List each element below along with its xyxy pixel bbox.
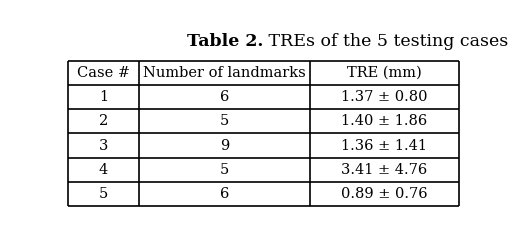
Text: 1: 1 [99, 90, 108, 104]
Text: 5: 5 [99, 187, 108, 201]
Text: 3.41 ± 4.76: 3.41 ± 4.76 [341, 163, 428, 177]
Text: TREs of the 5 testing cases: TREs of the 5 testing cases [264, 33, 509, 51]
Text: 4: 4 [99, 163, 108, 177]
Text: 1.40 ± 1.86: 1.40 ± 1.86 [341, 114, 428, 128]
Text: 1.36 ± 1.41: 1.36 ± 1.41 [341, 139, 428, 153]
Text: 2: 2 [99, 114, 108, 128]
Text: 9: 9 [220, 139, 229, 153]
Text: Case #: Case # [77, 66, 130, 80]
Text: 1.37 ± 0.80: 1.37 ± 0.80 [341, 90, 428, 104]
Text: Table 2.: Table 2. [187, 33, 264, 51]
Text: 6: 6 [219, 187, 229, 201]
Text: 3: 3 [99, 139, 108, 153]
Text: TRE (mm): TRE (mm) [347, 66, 422, 80]
Text: Number of landmarks: Number of landmarks [143, 66, 306, 80]
Text: 0.89 ± 0.76: 0.89 ± 0.76 [341, 187, 428, 201]
Text: 6: 6 [219, 90, 229, 104]
Text: 5: 5 [220, 163, 229, 177]
Text: 5: 5 [220, 114, 229, 128]
